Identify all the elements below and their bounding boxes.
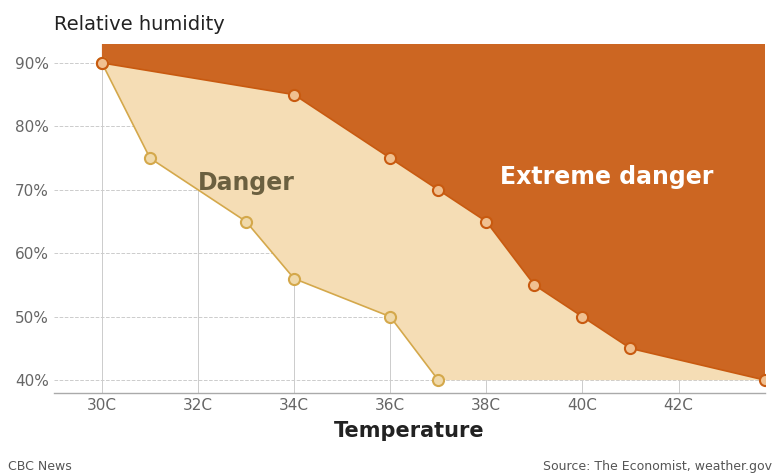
- Text: Relative humidity: Relative humidity: [54, 15, 225, 34]
- X-axis label: Temperature: Temperature: [334, 421, 484, 441]
- Text: CBC News: CBC News: [8, 460, 72, 473]
- Polygon shape: [54, 44, 765, 380]
- Text: Source: The Economist, weather.gov: Source: The Economist, weather.gov: [543, 460, 772, 473]
- Text: Extreme danger: Extreme danger: [500, 165, 713, 189]
- Text: Danger: Danger: [197, 171, 295, 195]
- Polygon shape: [102, 63, 765, 380]
